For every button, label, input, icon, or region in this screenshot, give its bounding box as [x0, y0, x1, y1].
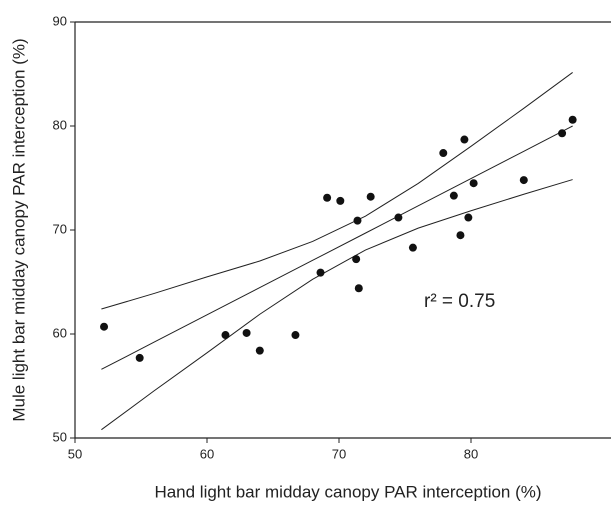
x-tick-label: 60: [200, 446, 214, 461]
point: [135, 353, 144, 362]
point: [353, 216, 362, 225]
fit-line: [101, 125, 573, 370]
annotation: r² = 0.75: [424, 291, 495, 312]
x-axis-label: Hand light bar midday canopy PAR interce…: [154, 482, 541, 501]
point: [460, 135, 469, 144]
y-tick-label: 50: [53, 429, 67, 444]
point: [366, 192, 375, 201]
plot-frame: [74, 21, 611, 439]
point: [221, 331, 230, 340]
point: [449, 191, 458, 200]
point: [242, 328, 251, 337]
y-tick-label: 80: [53, 117, 67, 132]
y-tick-label: 60: [53, 325, 67, 340]
y-tick-label: 70: [53, 221, 67, 236]
point: [469, 179, 478, 188]
point: [408, 243, 417, 252]
point: [100, 322, 109, 331]
fit-line: [101, 72, 573, 310]
point: [255, 346, 264, 355]
point: [323, 193, 332, 202]
point: [394, 213, 403, 222]
point: [558, 129, 567, 138]
y-tick-label: 90: [53, 13, 67, 28]
x-tick-label: 50: [68, 446, 82, 461]
point: [336, 196, 345, 205]
point: [352, 255, 361, 264]
y-axis-label: Mule light bar midday canopy PAR interce…: [9, 38, 28, 421]
point: [291, 331, 300, 340]
x-tick-label: 80: [464, 446, 478, 461]
x-tick-label: 70: [332, 446, 346, 461]
point: [464, 213, 473, 222]
point: [568, 115, 577, 124]
point: [354, 284, 363, 293]
point: [456, 231, 465, 240]
point: [439, 149, 448, 158]
point: [519, 176, 528, 185]
point: [316, 268, 325, 277]
fit-line: [101, 179, 573, 431]
